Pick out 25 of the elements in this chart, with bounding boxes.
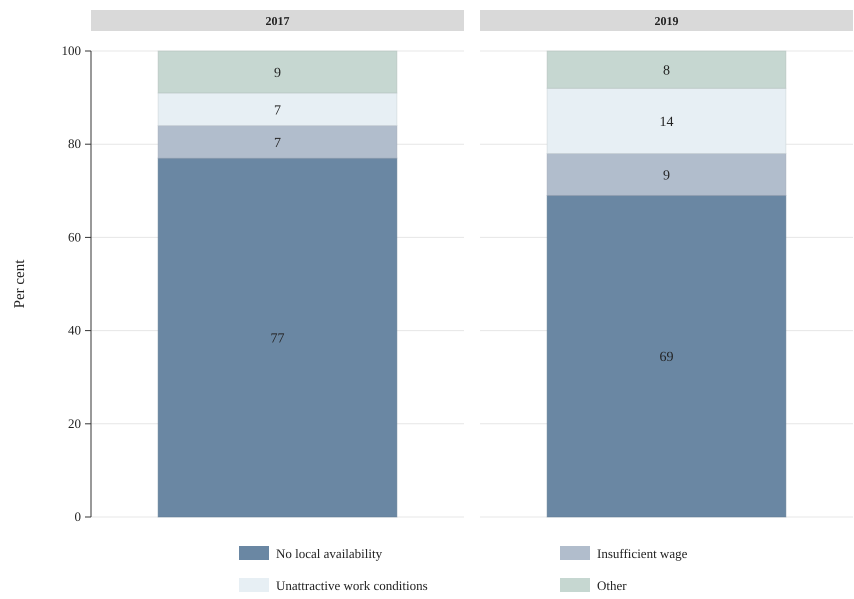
bar bbox=[546, 153, 786, 196]
legend-label: Unattractive work conditions bbox=[276, 578, 428, 593]
y-tick-label: 40 bbox=[68, 322, 81, 338]
bar bbox=[158, 125, 398, 159]
bar bbox=[158, 158, 398, 518]
data-label: 77 bbox=[270, 332, 284, 347]
legend-label: No local availability bbox=[276, 546, 383, 561]
data-label: 9 bbox=[274, 66, 281, 81]
data-label: 9 bbox=[663, 168, 670, 184]
data-label: 14 bbox=[660, 114, 674, 130]
x-tick-label: 2017 bbox=[266, 14, 290, 28]
data-label: 7 bbox=[274, 103, 281, 118]
y-tick-label: 20 bbox=[68, 416, 81, 431]
y-tick-label: 60 bbox=[68, 229, 81, 244]
y-tick-label: 100 bbox=[62, 43, 81, 58]
x-tick-label: 2019 bbox=[654, 14, 678, 28]
data-label: 8 bbox=[663, 64, 670, 79]
bar bbox=[546, 194, 786, 518]
y-axis-title: Per cent bbox=[12, 258, 28, 308]
y-tick-label: 80 bbox=[68, 136, 81, 152]
legend-label: Other bbox=[597, 578, 628, 593]
y-tick-label: 0 bbox=[74, 509, 81, 524]
legend-label: Insufficient wage bbox=[597, 546, 688, 561]
data-label: 69 bbox=[660, 350, 674, 366]
data-label: 7 bbox=[274, 136, 281, 151]
